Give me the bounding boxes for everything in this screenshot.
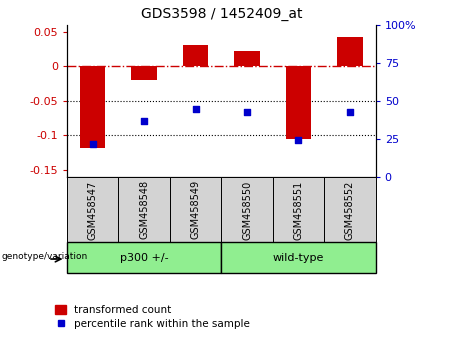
Title: GDS3598 / 1452409_at: GDS3598 / 1452409_at xyxy=(141,7,302,21)
Point xyxy=(140,118,148,124)
Bar xyxy=(286,66,311,139)
Text: GSM458549: GSM458549 xyxy=(190,180,201,239)
Bar xyxy=(67,242,221,273)
Point xyxy=(243,109,251,114)
Bar xyxy=(67,177,118,242)
Bar xyxy=(337,36,363,66)
Text: wild-type: wild-type xyxy=(273,252,324,263)
Text: genotype/variation: genotype/variation xyxy=(1,252,88,261)
Bar xyxy=(234,51,260,66)
Bar xyxy=(221,242,376,273)
Bar xyxy=(131,66,157,80)
Text: GSM458548: GSM458548 xyxy=(139,180,149,239)
Point xyxy=(192,105,199,111)
Bar xyxy=(170,177,221,242)
Bar xyxy=(324,177,376,242)
Point xyxy=(89,141,96,146)
Bar xyxy=(273,177,324,242)
Point xyxy=(346,109,354,114)
Text: GSM458547: GSM458547 xyxy=(88,180,98,240)
Text: p300 +/-: p300 +/- xyxy=(120,252,168,263)
Text: GSM458551: GSM458551 xyxy=(294,180,303,240)
Bar xyxy=(183,45,208,66)
Bar xyxy=(118,177,170,242)
Text: GSM458550: GSM458550 xyxy=(242,180,252,240)
Legend: transformed count, percentile rank within the sample: transformed count, percentile rank withi… xyxy=(51,300,254,333)
Text: GSM458552: GSM458552 xyxy=(345,180,355,240)
Bar xyxy=(80,66,106,148)
Point xyxy=(295,138,302,143)
Bar xyxy=(221,177,273,242)
